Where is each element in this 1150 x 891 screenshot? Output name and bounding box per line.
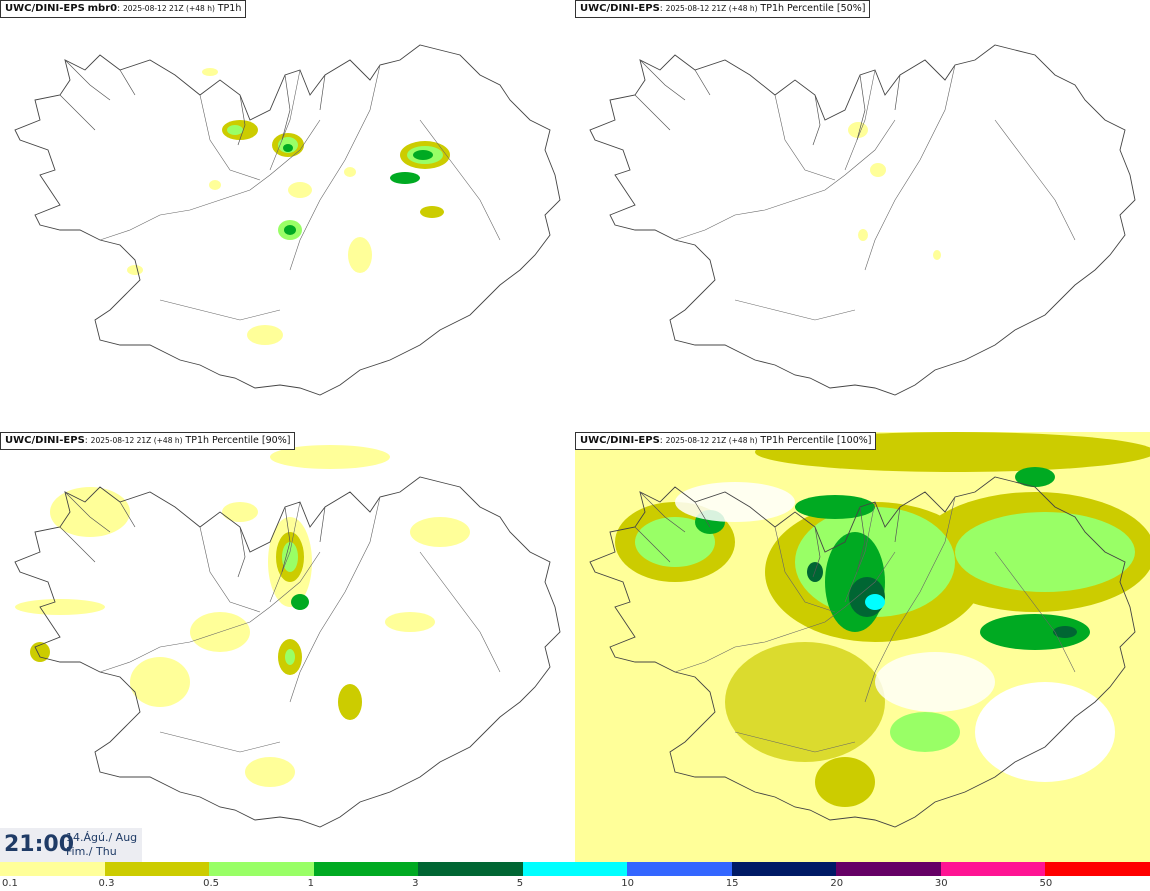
legend-tick-label: 20 — [830, 878, 844, 889]
valid-date: 14.Ágú./ Aug — [66, 831, 138, 844]
legend-tick-label: 3 — [412, 878, 419, 889]
map-panel-p50: UWC/DINI-EPS: 2025-08-12 21Z (+48 h) TP1… — [575, 0, 1150, 430]
valid-time-box: 21:00 14.Ágú./ Aug Fim./ Thu — [0, 828, 142, 862]
color-legend: 0.1 0.3 0.5 1 3 5 10 15 20 30 50 — [0, 862, 1150, 891]
precip-map — [589, 44, 1136, 396]
legend-swatch — [209, 862, 315, 876]
legend-tick-label: 0.1 — [2, 878, 18, 889]
legend-swatch — [940, 862, 1046, 876]
panel-title: UWC/DINI-EPS mbr0: 2025-08-12 21Z (+48 h… — [0, 0, 247, 18]
legend-tick-label: 5 — [516, 878, 524, 889]
valid-weekday: Fim./ Thu — [66, 845, 117, 858]
map-panel-mbr0: UWC/DINI-EPS mbr0: 2025-08-12 21Z (+48 h… — [0, 0, 575, 430]
panel-title: UWC/DINI-EPS: 2025-08-12 21Z (+48 h) TP1… — [0, 432, 296, 450]
precip-map — [14, 44, 561, 396]
panel-title: UWC/DINI-EPS: 2025-08-12 21Z (+48 h) TP1… — [575, 432, 877, 450]
legend-swatch — [104, 862, 210, 876]
map-panel-p90: UWC/DINI-EPS: 2025-08-12 21Z (+48 h) TP1… — [0, 432, 575, 862]
legend-tick-label: 15 — [725, 878, 739, 889]
precip-field — [575, 432, 1150, 862]
legend-tick-label: 1 — [307, 878, 314, 889]
precip-field — [848, 122, 941, 260]
legend-tick-label: 0.5 — [203, 878, 219, 889]
precip-map — [14, 445, 561, 828]
legend-swatch — [731, 862, 837, 876]
map-panel-p100: UWC/DINI-EPS: 2025-08-12 21Z (+48 h) TP1… — [575, 432, 1150, 862]
panel-title: UWC/DINI-EPS: 2025-08-12 21Z (+48 h) TP1… — [575, 0, 871, 18]
legend-swatch — [522, 862, 628, 876]
precip-map — [575, 432, 1150, 862]
legend-tick-label: 30 — [934, 878, 948, 889]
legend-swatch — [836, 862, 942, 876]
legend-tick-label: 50 — [1039, 878, 1053, 889]
precip-field — [127, 68, 450, 345]
legend-tick-label: 0.3 — [98, 878, 115, 889]
legend-tick-label: 10 — [621, 878, 634, 889]
legend-swatch — [1045, 862, 1150, 876]
precip-field — [15, 445, 470, 787]
legend-swatch — [627, 862, 733, 876]
legend-swatch — [0, 862, 105, 876]
legend-swatch — [418, 862, 524, 876]
valid-time: 21:00 — [4, 832, 75, 857]
legend-swatch — [313, 862, 419, 876]
